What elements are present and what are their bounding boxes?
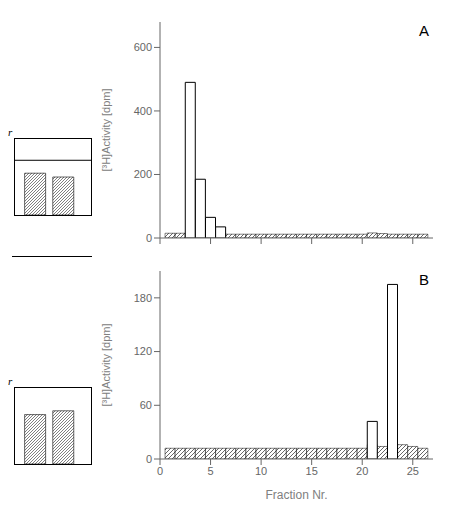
svg-text:15: 15 xyxy=(306,465,318,477)
svg-text:10: 10 xyxy=(255,465,267,477)
html-text:A: A xyxy=(419,22,429,39)
svg-text:400: 400 xyxy=(134,105,152,117)
html-text:r: r xyxy=(8,375,13,387)
html-text:B: B xyxy=(419,271,429,288)
svg-text:[³H]Activity [dpm]: [³H]Activity [dpm] xyxy=(100,88,112,171)
svg-text:0: 0 xyxy=(146,453,152,465)
svg-text:200: 200 xyxy=(134,168,152,180)
svg-text:Fraction Nr.: Fraction Nr. xyxy=(265,488,327,502)
html-text:r: r xyxy=(8,126,13,138)
svg-text:600: 600 xyxy=(134,41,152,53)
svg-text:120: 120 xyxy=(134,345,152,357)
svg-text:180: 180 xyxy=(134,292,152,304)
svg-text:20: 20 xyxy=(356,465,368,477)
svg-text:25: 25 xyxy=(407,465,419,477)
svg-text:60: 60 xyxy=(140,399,152,411)
svg-text:5: 5 xyxy=(207,465,213,477)
svg-text:0: 0 xyxy=(157,465,163,477)
svg-text:0: 0 xyxy=(146,232,152,244)
svg-text:[³H]Activity [dpm]: [³H]Activity [dpm] xyxy=(100,323,112,406)
